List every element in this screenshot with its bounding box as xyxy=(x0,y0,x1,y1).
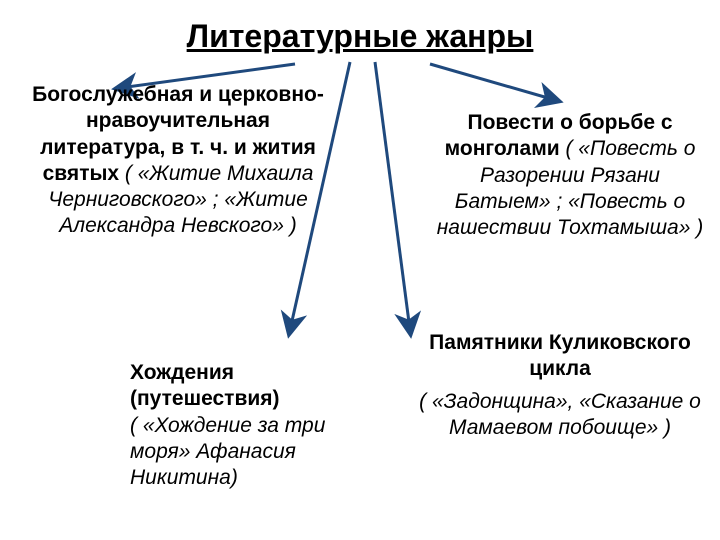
branch-tales-mongols: Повести о борьбе с монголами ( «Повесть … xyxy=(430,110,710,241)
branch-liturgical: Богослужебная и церковно-нравоучительная… xyxy=(28,82,328,240)
arrow-2 xyxy=(375,62,410,330)
arrow-3 xyxy=(430,64,555,100)
kulikovo-bold: Памятники Куликовского цикла xyxy=(410,330,710,383)
slide: { "title": { "text": "Литературные жанры… xyxy=(0,0,720,540)
kulikovo-italic: ( «Задонщина», «Сказание о Мамаевом побо… xyxy=(410,389,710,442)
journeys-bold: Хождения (путешествия) xyxy=(130,360,360,413)
diagram-title: Литературные жанры xyxy=(0,18,720,55)
branch-kulikovo: Памятники Куликовского цикла ( «Задонщин… xyxy=(410,330,710,441)
journeys-italic: ( «Хождение за три моря» Афанасия Никити… xyxy=(130,413,360,492)
branch-journeys: Хождения (путешествия) ( «Хождение за тр… xyxy=(130,360,360,491)
arrows-layer xyxy=(0,0,720,540)
